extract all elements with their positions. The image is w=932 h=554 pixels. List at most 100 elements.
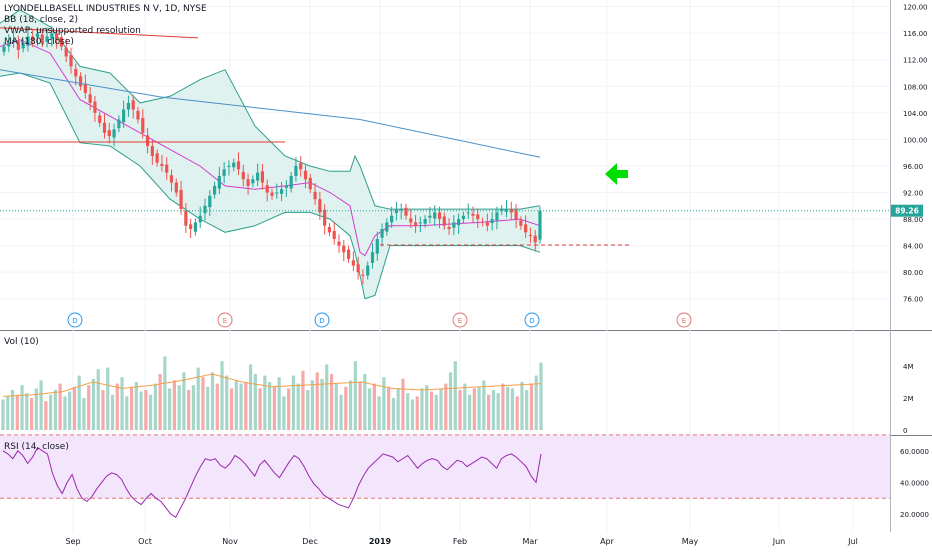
volume-bar [306,390,310,430]
candle-body [404,207,408,216]
volume-bar [334,383,338,430]
volume-bar [372,383,376,430]
time-tick-label: Jun [772,537,786,546]
candle-body [78,76,83,87]
volume-legend: Vol (10) [4,337,39,348]
candle-body [337,241,341,246]
volume-bar [368,388,372,430]
candle-body [50,33,54,40]
volume-bar [491,390,495,430]
price-tick-label: 80.00 [903,269,923,277]
candle-body [519,220,523,226]
time-tick-label: Feb [453,537,467,546]
candle-body [375,238,379,254]
last-price-label: 89.26 [895,207,919,216]
volume-bar [163,356,167,430]
candle-body [447,227,451,230]
volume-bar [10,390,15,430]
rsi-band-fill [0,434,890,499]
time-tick-label: 2019 [369,537,392,546]
candle-body [16,41,20,50]
time-tick-label: Nov [222,537,238,546]
candle-body [380,229,384,238]
candle-body [122,109,126,123]
volume-bar [477,386,481,430]
candle-body [141,118,145,133]
candle-body [265,185,269,193]
candle-body [55,33,59,40]
volume-bar [148,394,153,430]
candle-body [433,212,437,219]
candle-body [361,274,365,276]
candle-body [174,182,178,193]
price-tick-label: 100.00 [903,136,928,144]
candle-body [533,235,537,243]
event-marker-label: D [529,317,534,325]
volume-bar [125,396,129,430]
candle-body [107,130,111,137]
candle-body [370,252,375,263]
volume-bar [501,383,505,430]
volume-ma-line [2,373,542,397]
rsi-pane [0,434,890,519]
volume-bar [363,374,367,430]
candle-body [466,212,470,214]
candle-body [126,102,131,110]
candle-body [227,165,231,167]
volume-bar [458,390,462,430]
candle-body [83,83,87,93]
candle-body [461,215,466,220]
volume-bar [268,382,272,430]
candle-body [471,213,475,216]
volume-bar [329,374,334,430]
volume-bar [439,388,443,430]
volume-bar [120,377,124,430]
volume-bar [539,362,543,430]
volume-pane [1,356,543,430]
candle-body [423,219,427,224]
volume-bar [182,372,186,430]
volume-bar [415,396,419,430]
candle-body [504,209,509,212]
candle-body [480,221,485,223]
rsi-tick-label: 20.0000 [900,511,929,519]
candle-body [294,165,298,176]
volume-bar [348,380,353,430]
volume-bar [206,386,210,430]
time-tick-label: Sep [65,537,80,546]
candle-body [208,195,212,208]
volume-bar [239,383,243,430]
volume-bar [158,374,162,430]
volume-bar [196,367,200,430]
volume-bar [344,386,348,430]
volume-bar [58,383,62,430]
volume-bar [139,391,143,430]
candle-body [490,219,494,224]
volume-bar [134,382,138,430]
candle-body [385,222,389,232]
candle-body [279,189,284,194]
candle-body [241,171,245,180]
volume-bar [296,383,300,430]
volume-bar [325,364,329,430]
price-tick-label: 120.00 [903,4,928,12]
volume-bar [358,382,362,430]
volume-bar [353,361,357,430]
bb-fill [0,10,540,299]
candle-body [232,162,236,168]
ma-legend: MA (180, close) [4,37,74,47]
volume-bar [529,383,534,430]
volume-bar [339,394,343,430]
dividend-marker [314,312,330,328]
candle-body [26,36,30,46]
earnings-marker [217,312,233,328]
price-tick-label: 116.00 [903,30,928,38]
candle-body [59,37,64,47]
volume-bar [220,361,224,430]
candle-body [346,249,351,259]
bb-upper-line [0,9,541,210]
volume-bar [177,385,181,430]
